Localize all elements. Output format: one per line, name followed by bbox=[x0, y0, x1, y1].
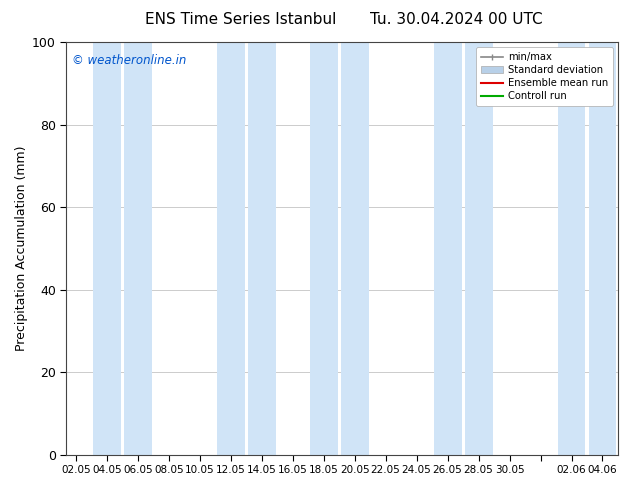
Bar bbox=[557, 42, 585, 455]
Bar bbox=[217, 42, 245, 455]
Bar bbox=[309, 42, 337, 455]
Bar bbox=[434, 42, 462, 455]
Bar bbox=[588, 42, 616, 455]
Legend: min/max, Standard deviation, Ensemble mean run, Controll run: min/max, Standard deviation, Ensemble me… bbox=[476, 47, 613, 106]
Y-axis label: Precipitation Accumulation (mm): Precipitation Accumulation (mm) bbox=[15, 146, 28, 351]
Bar bbox=[340, 42, 368, 455]
Bar bbox=[248, 42, 276, 455]
Bar bbox=[93, 42, 120, 455]
Text: ENS Time Series Istanbul: ENS Time Series Istanbul bbox=[145, 12, 337, 27]
Bar bbox=[124, 42, 152, 455]
Text: © weatheronline.in: © weatheronline.in bbox=[72, 54, 186, 68]
Bar bbox=[465, 42, 493, 455]
Text: Tu. 30.04.2024 00 UTC: Tu. 30.04.2024 00 UTC bbox=[370, 12, 543, 27]
